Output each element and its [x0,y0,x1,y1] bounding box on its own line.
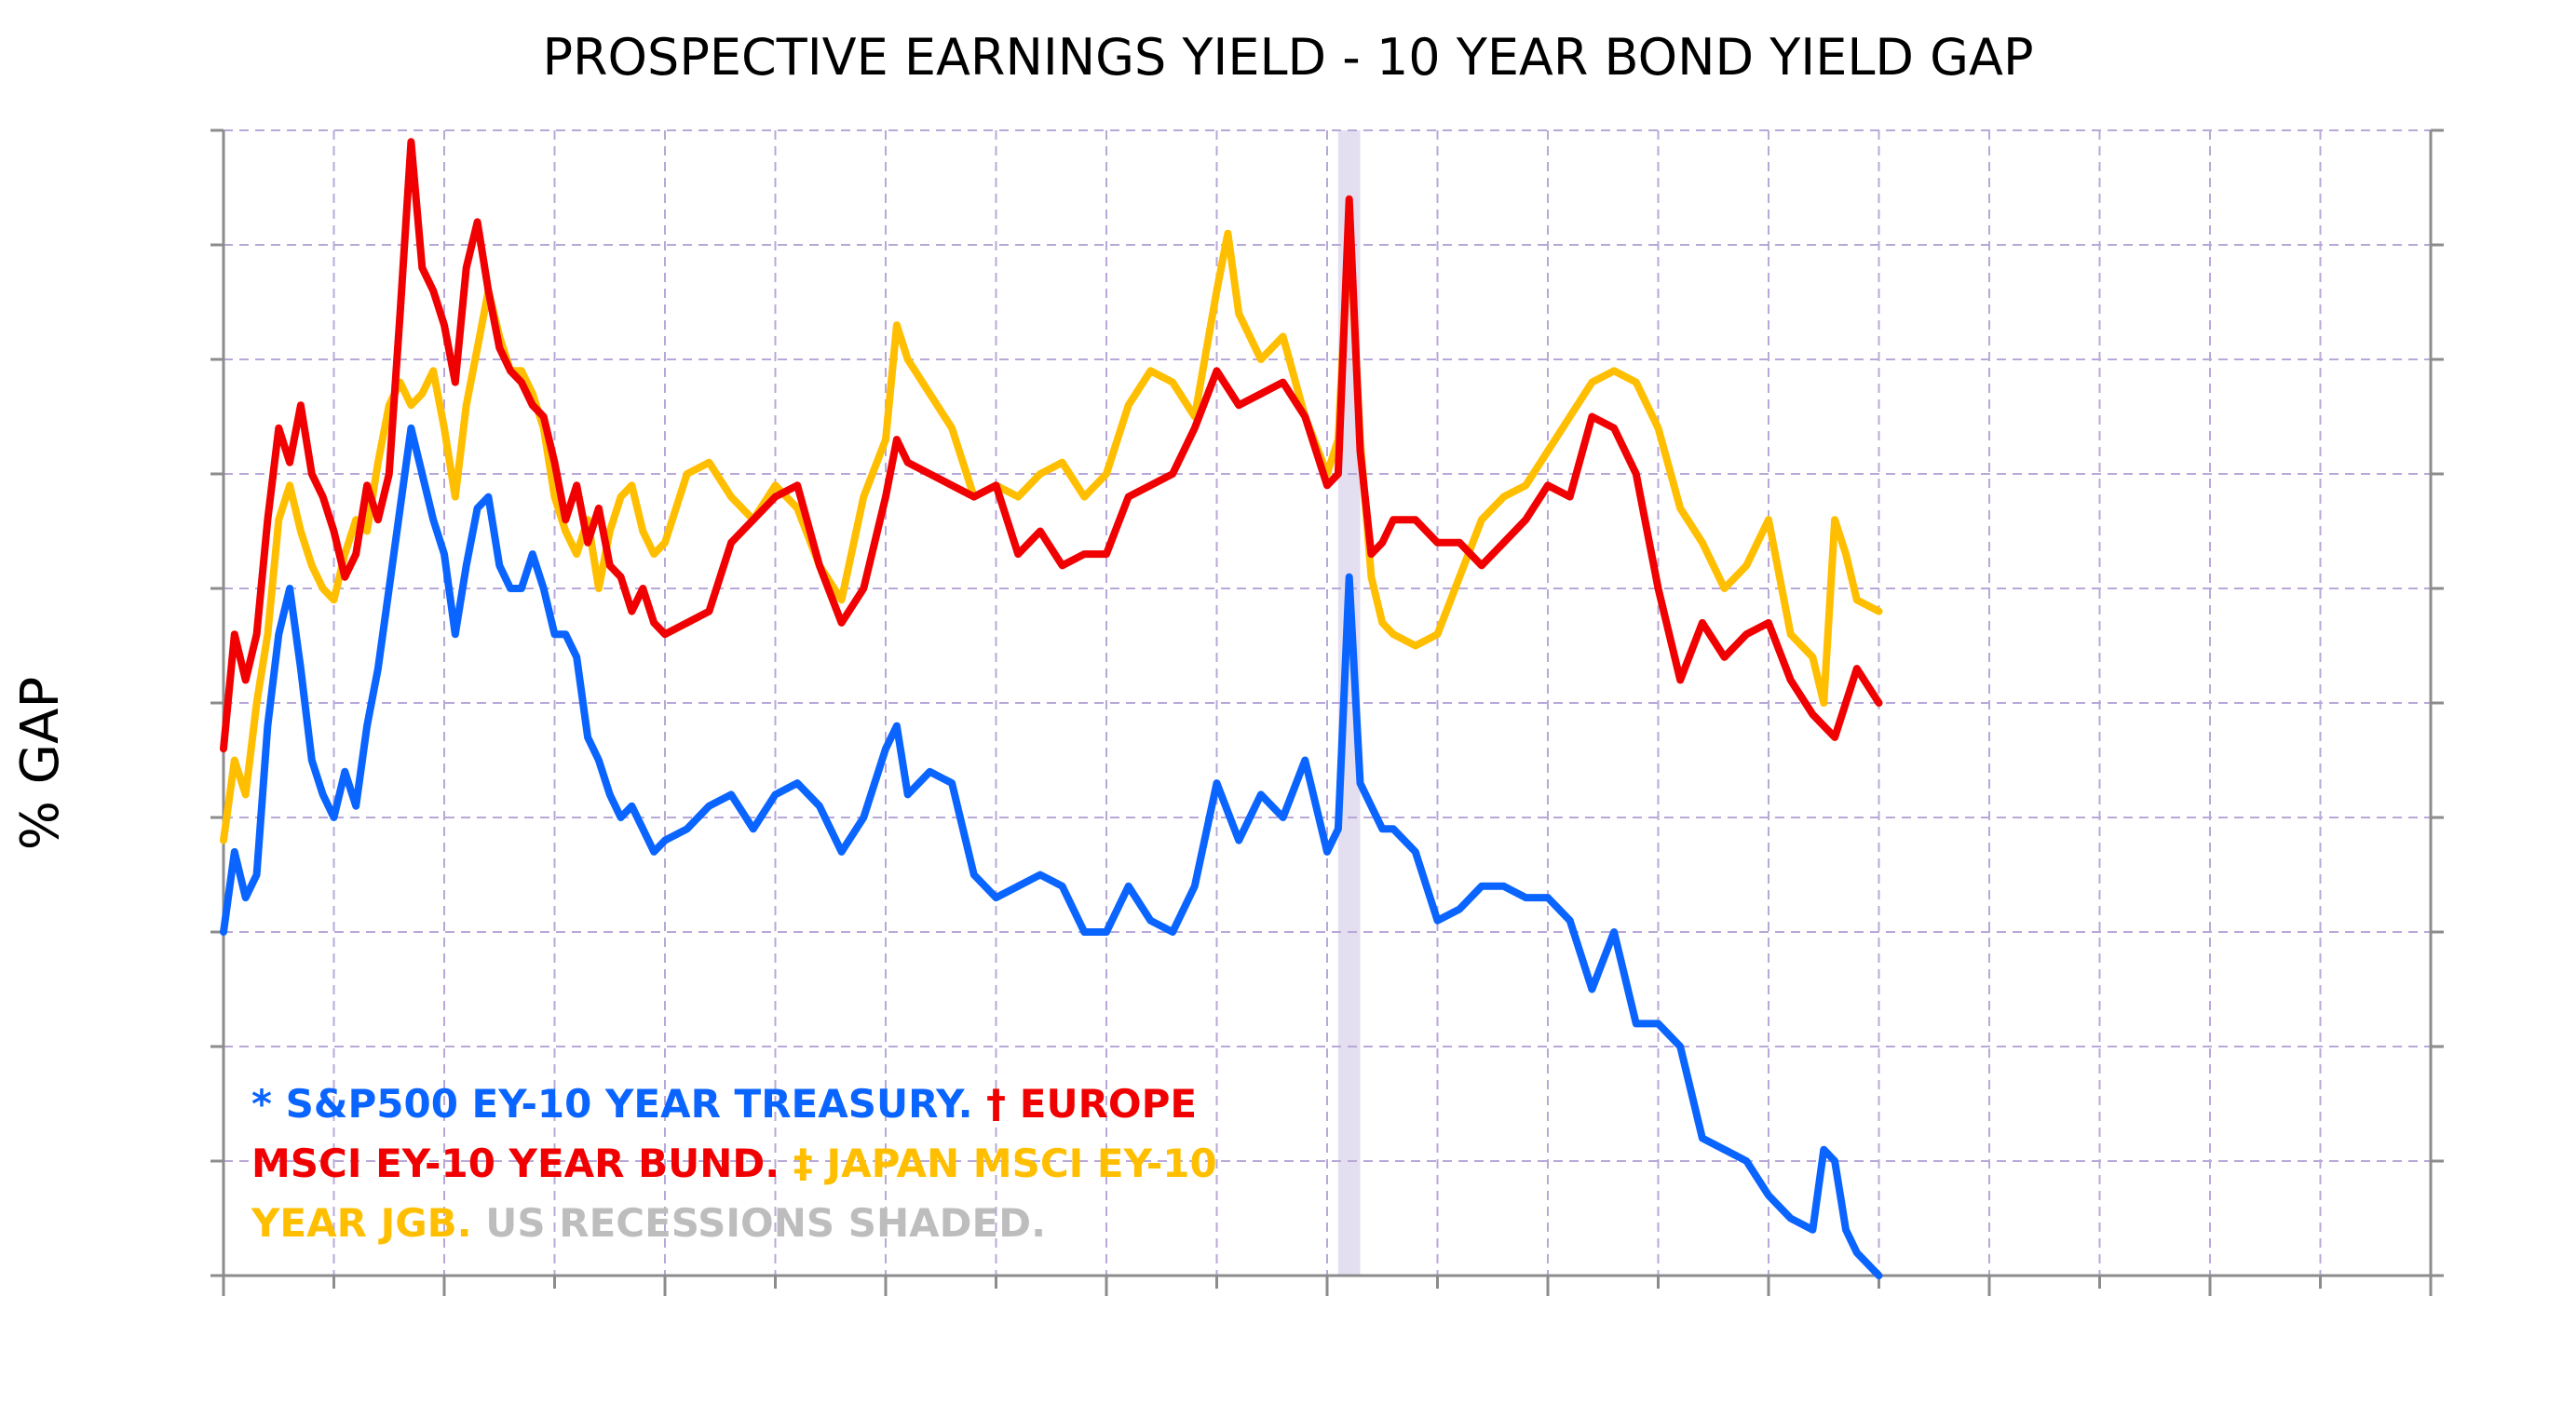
annotation-segment-0-0: * S&P500 EY-10 YEAR TREASURY. [251,1081,973,1127]
grid [224,129,2431,1276]
annotation-segment-1-1: ‡ JAPAN MSCI EY-10 [780,1141,1217,1186]
annotation-note: * S&P500 EY-10 YEAR TREASURY. † EUROPE MS… [251,1081,1217,1246]
chart-title: PROSPECTIVE EARNINGS YIELD - 10 YEAR BON… [542,28,2033,87]
annotation-segment-1-0: MSCI EY-10 YEAR BUND. [251,1141,780,1186]
annotation-line-1: MSCI EY-10 YEAR BUND. ‡ JAPAN MSCI EY-10 [251,1141,1217,1186]
axes [210,128,2444,1296]
series-lines [220,138,1883,1279]
annotation-line-0: * S&P500 EY-10 YEAR TREASURY. † EUROPE [251,1081,1197,1127]
annotation-line-2: YEAR JGB. US RECESSIONS SHADED. [251,1200,1046,1246]
series-line-europe [220,138,1883,753]
series-line-us [220,424,1883,1279]
y-axis-label: % GAP [10,677,71,850]
series-line-japan [220,218,1883,844]
annotation-segment-2-1: US RECESSIONS SHADED. [472,1200,1046,1246]
annotation-segment-2-0: YEAR JGB. [251,1200,472,1246]
annotation-segment-0-1: † EUROPE [973,1081,1198,1127]
